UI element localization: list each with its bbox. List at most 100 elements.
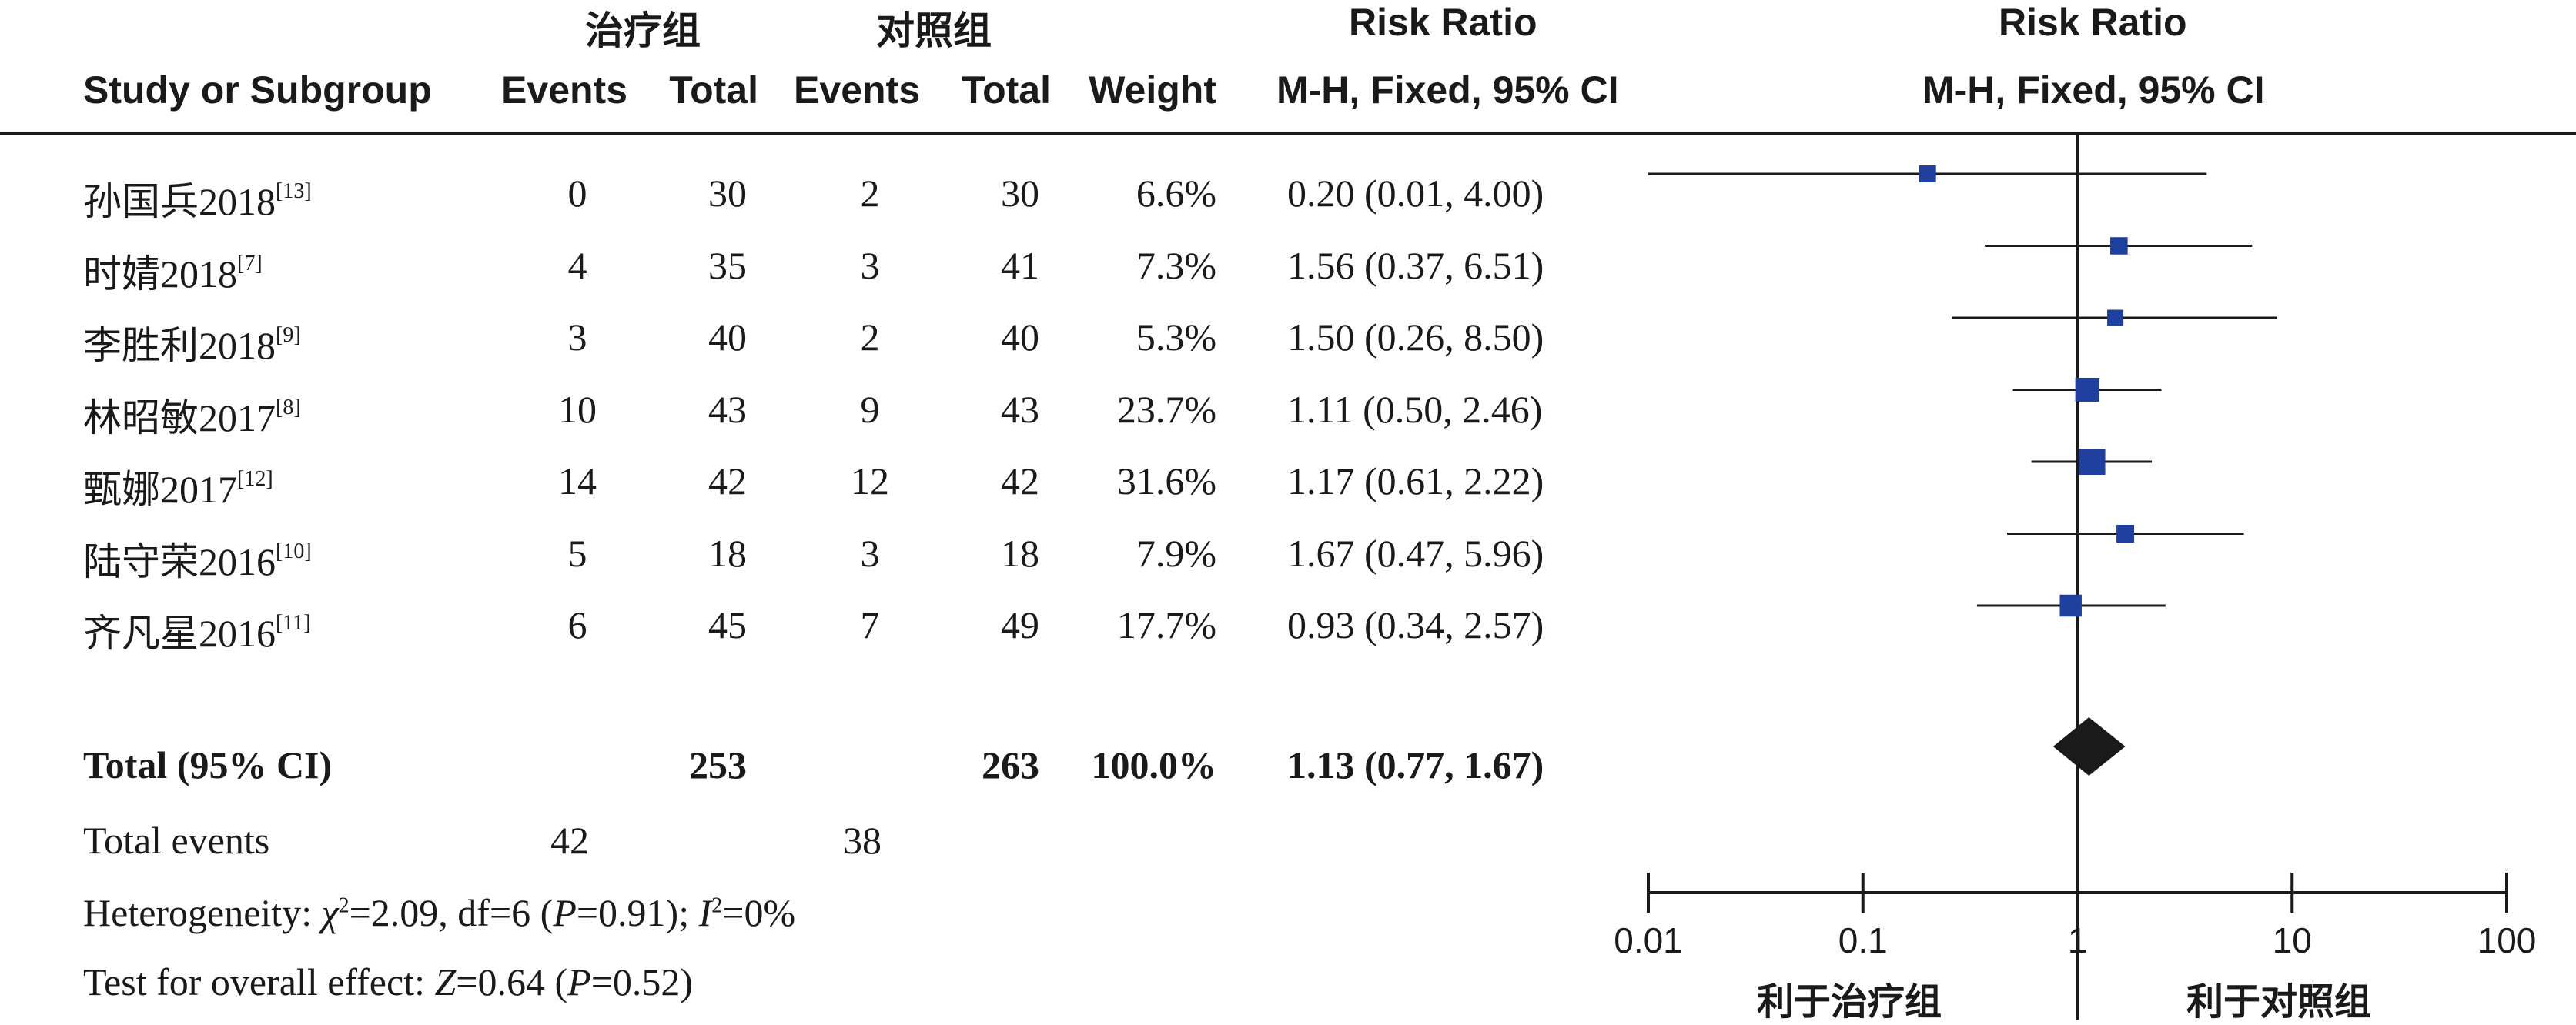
total-row-control-total: 263 bbox=[982, 743, 1039, 786]
heterogeneity-prefix: Heterogeneity: bbox=[83, 891, 322, 934]
heterogeneity-p-symbol: P bbox=[553, 891, 577, 934]
study-ci: 1.67 (0.47, 5.96) bbox=[1287, 532, 1544, 575]
total-row-treatment-total: 253 bbox=[689, 743, 747, 786]
overall-p-value: =0.52) bbox=[590, 960, 694, 1003]
treatment-total: 43 bbox=[708, 388, 747, 431]
control-total: 41 bbox=[1001, 244, 1039, 287]
study-name: 林昭敏2017[8] bbox=[83, 387, 301, 442]
study-ci: 1.17 (0.61, 2.22) bbox=[1287, 459, 1544, 502]
overall-effect-text: Test for overall effect: Z=0.64 (P=0.52) bbox=[83, 960, 693, 1004]
study-name-text: 陆守荣2016 bbox=[83, 540, 276, 583]
control-events: 12 bbox=[851, 459, 889, 502]
z-symbol: Z bbox=[434, 960, 457, 1003]
study-ci: 0.93 (0.34, 2.57) bbox=[1287, 603, 1544, 646]
x-tick-label: 1 bbox=[2067, 920, 2088, 960]
study-name: 时婧2018[7] bbox=[83, 243, 263, 299]
x-tick-label: 0.01 bbox=[1614, 920, 1683, 960]
overall-prefix: Test for overall effect: bbox=[83, 960, 435, 1003]
control-events: 2 bbox=[860, 316, 880, 359]
study-ci: 0.20 (0.01, 4.00) bbox=[1287, 172, 1544, 215]
study-weight: 31.6% bbox=[1116, 459, 1216, 502]
study-marker bbox=[2075, 377, 2099, 402]
treatment-group-header: 治疗组 bbox=[585, 9, 701, 52]
control-total: 49 bbox=[1001, 603, 1039, 646]
control-events: 3 bbox=[860, 244, 880, 287]
total-events-control: 38 bbox=[843, 819, 882, 862]
treatment-events: 5 bbox=[567, 532, 587, 575]
rr-method-header: M-H, Fixed, 95% CI bbox=[1276, 68, 1619, 112]
chi-exponent: 2 bbox=[338, 893, 350, 918]
study-marker bbox=[2059, 594, 2082, 617]
study-name-text: 甄娜2017 bbox=[83, 468, 237, 511]
i-symbol: I bbox=[698, 891, 712, 934]
i2-value: =0% bbox=[722, 891, 796, 934]
treatment-events: 4 bbox=[567, 244, 587, 287]
study-weight: 7.3% bbox=[1136, 244, 1216, 287]
study-marker bbox=[2107, 309, 2124, 326]
heterogeneity-p-value: =0.91); bbox=[576, 891, 699, 934]
study-marker bbox=[1919, 165, 1936, 183]
control-events-header: Events bbox=[794, 68, 920, 112]
heterogeneity-text: Heterogeneity: χ2=2.09, df=6 (P=0.91); I… bbox=[83, 890, 795, 935]
study-marker bbox=[2116, 525, 2135, 543]
study-column-header: Study or Subgroup bbox=[83, 68, 432, 112]
study-citation: [8] bbox=[276, 396, 301, 419]
treatment-events: 3 bbox=[567, 316, 587, 359]
study-ci: 1.56 (0.37, 6.51) bbox=[1287, 244, 1544, 287]
control-events: 7 bbox=[860, 603, 880, 646]
study-citation: [10] bbox=[276, 539, 312, 563]
treatment-events: 14 bbox=[558, 459, 597, 502]
total-events-treatment: 42 bbox=[550, 819, 589, 862]
treatment-total-header: Total bbox=[669, 68, 758, 112]
study-marker bbox=[2110, 237, 2128, 255]
treatment-total: 42 bbox=[708, 459, 747, 502]
control-group-header: 对照组 bbox=[876, 9, 992, 52]
treatment-total: 35 bbox=[708, 244, 747, 287]
total-events-label: Total events bbox=[83, 819, 270, 862]
x-tick-label: 0.1 bbox=[1838, 920, 1888, 960]
study-weight: 17.7% bbox=[1116, 603, 1216, 646]
chi-symbol: χ bbox=[321, 891, 339, 934]
chi-value: =2.09, df=6 ( bbox=[349, 891, 554, 934]
study-citation: [9] bbox=[276, 323, 301, 347]
z-value: =0.64 ( bbox=[456, 960, 568, 1003]
study-name-text: 齐凡星2016 bbox=[83, 612, 276, 655]
study-citation: [11] bbox=[276, 611, 311, 635]
study-ci: 1.11 (0.50, 2.46) bbox=[1287, 388, 1543, 431]
control-total: 42 bbox=[1001, 459, 1039, 502]
control-events: 2 bbox=[860, 172, 880, 215]
study-name-text: 李胜利2018 bbox=[83, 324, 276, 367]
study-name-text: 林昭敏2017 bbox=[83, 396, 276, 439]
control-events: 9 bbox=[860, 388, 880, 431]
control-events: 3 bbox=[860, 532, 880, 575]
study-name-text: 孙国兵2018 bbox=[83, 180, 276, 223]
plot-method-header: M-H, Fixed, 95% CI bbox=[1922, 68, 2265, 112]
x-tick-label: 10 bbox=[2272, 920, 2312, 960]
study-name: 齐凡星2016[11] bbox=[83, 603, 311, 658]
study-weight: 23.7% bbox=[1116, 388, 1216, 431]
i-exponent: 2 bbox=[711, 893, 723, 918]
study-ci: 1.50 (0.26, 8.50) bbox=[1287, 316, 1544, 359]
favours-treatment-label: 利于治疗组 bbox=[1757, 980, 1942, 1023]
study-name-text: 时婧2018 bbox=[83, 252, 237, 295]
total-row-ci: 1.13 (0.77, 1.67) bbox=[1287, 743, 1544, 786]
treatment-events: 6 bbox=[567, 603, 587, 646]
rr-title-header: Risk Ratio bbox=[1349, 1, 1537, 44]
study-citation: [7] bbox=[237, 252, 263, 275]
plot-title-header: Risk Ratio bbox=[1999, 1, 2187, 44]
study-citation: [13] bbox=[276, 179, 312, 203]
total-row-weight: 100.0% bbox=[1091, 743, 1217, 786]
treatment-total: 40 bbox=[708, 316, 747, 359]
study-name: 甄娜2017[12] bbox=[83, 459, 273, 514]
favours-control-label: 利于对照组 bbox=[2186, 980, 2372, 1023]
weight-header: Weight bbox=[1089, 68, 1216, 112]
treatment-total: 30 bbox=[708, 172, 747, 215]
study-weight: 5.3% bbox=[1136, 316, 1216, 359]
treatment-events: 10 bbox=[558, 388, 597, 431]
study-weight: 7.9% bbox=[1136, 532, 1216, 575]
pooled-diamond bbox=[2052, 717, 2126, 776]
study-weight: 6.6% bbox=[1136, 172, 1216, 215]
treatment-total: 18 bbox=[708, 532, 747, 575]
